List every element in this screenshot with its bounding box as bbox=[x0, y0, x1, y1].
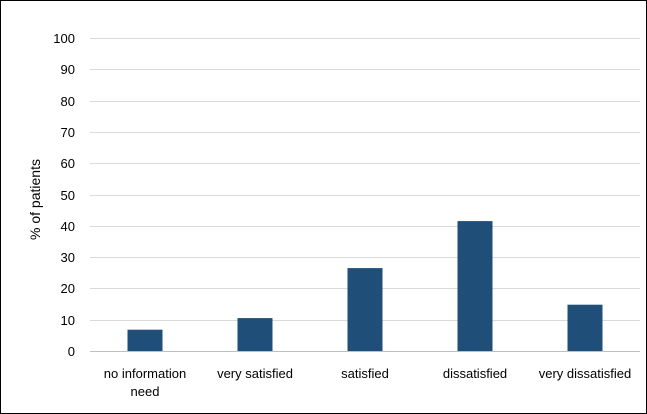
y-tick-labels: 0 10 20 30 40 50 60 70 80 90 100 bbox=[53, 31, 75, 359]
y-tick-label: 90 bbox=[61, 62, 75, 77]
bar bbox=[127, 329, 163, 351]
y-tick-label: 40 bbox=[61, 219, 75, 234]
x-category-label: very satisfied bbox=[217, 366, 293, 381]
y-tick-label: 80 bbox=[61, 94, 75, 109]
x-category-label: satisfied bbox=[341, 366, 389, 381]
bar bbox=[567, 304, 603, 351]
bar bbox=[457, 221, 493, 351]
y-tick-label: 20 bbox=[61, 281, 75, 296]
y-tick-label: 60 bbox=[61, 156, 75, 171]
y-axis-label: % of patients bbox=[27, 159, 43, 240]
bar bbox=[237, 318, 273, 351]
y-tick-label: 30 bbox=[61, 250, 75, 265]
y-tick-label: 70 bbox=[61, 125, 75, 140]
gridlines bbox=[90, 38, 640, 352]
x-category-labels: no information need very satisfied satisfie… bbox=[104, 366, 631, 399]
x-category-label: very dissatisfied bbox=[539, 366, 631, 381]
y-tick-label: 10 bbox=[61, 313, 75, 328]
bars bbox=[127, 221, 603, 351]
y-tick-label: 100 bbox=[53, 31, 75, 46]
bar bbox=[347, 268, 383, 351]
x-category-label: dissatisfied bbox=[443, 366, 507, 381]
x-category-label: no information need bbox=[104, 366, 186, 399]
y-tick-label: 50 bbox=[61, 188, 75, 203]
y-tick-label: 0 bbox=[68, 344, 75, 359]
